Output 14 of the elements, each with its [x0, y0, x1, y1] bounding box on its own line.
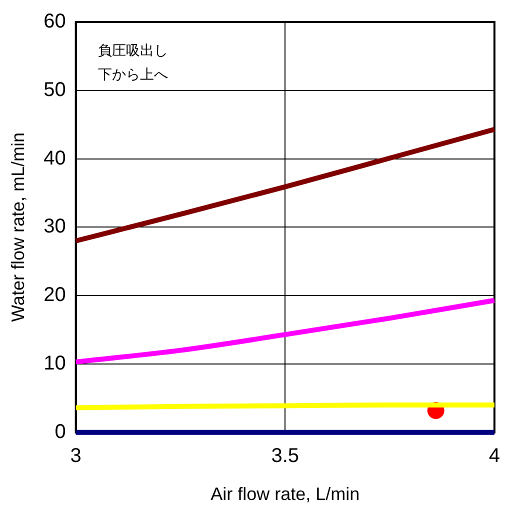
annotation: 負圧吸出し [98, 42, 168, 58]
y-tick-label: 60 [44, 10, 66, 33]
y-tick-label: 0 [54, 420, 66, 443]
y-tick-label: 40 [44, 147, 66, 170]
x-axis-title: Air flow rate, L/min [210, 484, 360, 504]
y-tick-label: 50 [44, 78, 66, 101]
y-tick-label: 10 [44, 352, 66, 375]
y-tick-label: 30 [44, 216, 66, 238]
x-tick-label: 4 [488, 444, 500, 467]
y-tick-label: 20 [44, 284, 66, 306]
x-tick-label: 3.5 [271, 444, 300, 467]
x-tick-label: 3 [70, 444, 82, 467]
y-axis-title: Water flow rate, mL/min [8, 132, 28, 322]
annotation: 下から上へ [98, 66, 168, 82]
